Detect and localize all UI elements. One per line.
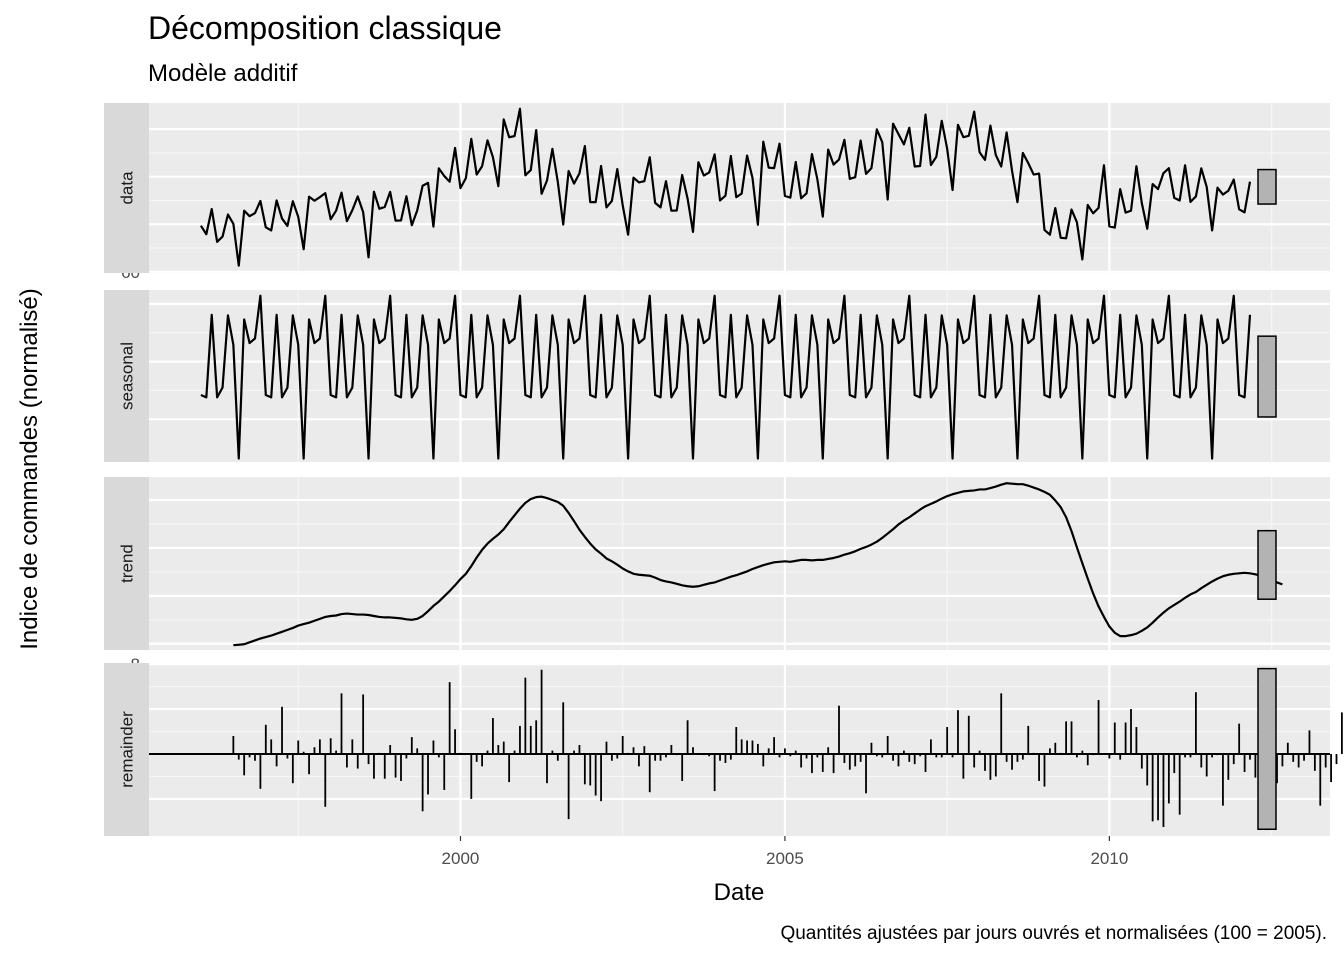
range-bar-trend [1257,529,1277,600]
series-line-data [199,107,1252,267]
chart-title: Décomposition classique [148,10,502,46]
panel-remainder: -4048remainder [104,655,1343,836]
x-axis: 2000 2005 2010 [442,836,1128,868]
facet-strip-label: seasonal [118,342,137,410]
x-tick-label: 2010 [1090,849,1128,868]
chart-subtitle: Modèle additif [148,60,298,87]
panel-background [149,663,1330,836]
x-tick-label: 2000 [442,849,480,868]
x-tick-label: 2005 [766,849,804,868]
facet-strip [104,663,149,836]
range-bar-remainder [1257,667,1277,831]
x-axis-title: Date [714,879,765,906]
range-bar-data [1257,168,1277,205]
facet-strip-label: remainder [118,711,137,788]
panel-background [149,477,1330,650]
facet-panels: 6080100120data-10010seasonal8090100110tr… [104,103,1343,836]
series-line-seasonal [200,294,1252,460]
facet-strip [104,477,149,650]
panel-trend: 8090100110trend [104,477,1330,654]
panel-seasonal: -10010seasonal [104,290,1330,462]
range-bar-seasonal [1257,335,1277,418]
facet-strip-label: data [118,171,137,205]
facet-strip-label: trend [118,544,137,583]
y-axis-title: Indice de commandes (normalisé) [16,288,43,650]
panel-data: 6080100120data [104,103,1330,282]
facet-strip [104,103,149,273]
facet-strip [104,290,149,462]
chart-caption: Quantités ajustées par jours ouvrés et n… [780,923,1327,944]
series-line-trend [233,482,1283,647]
